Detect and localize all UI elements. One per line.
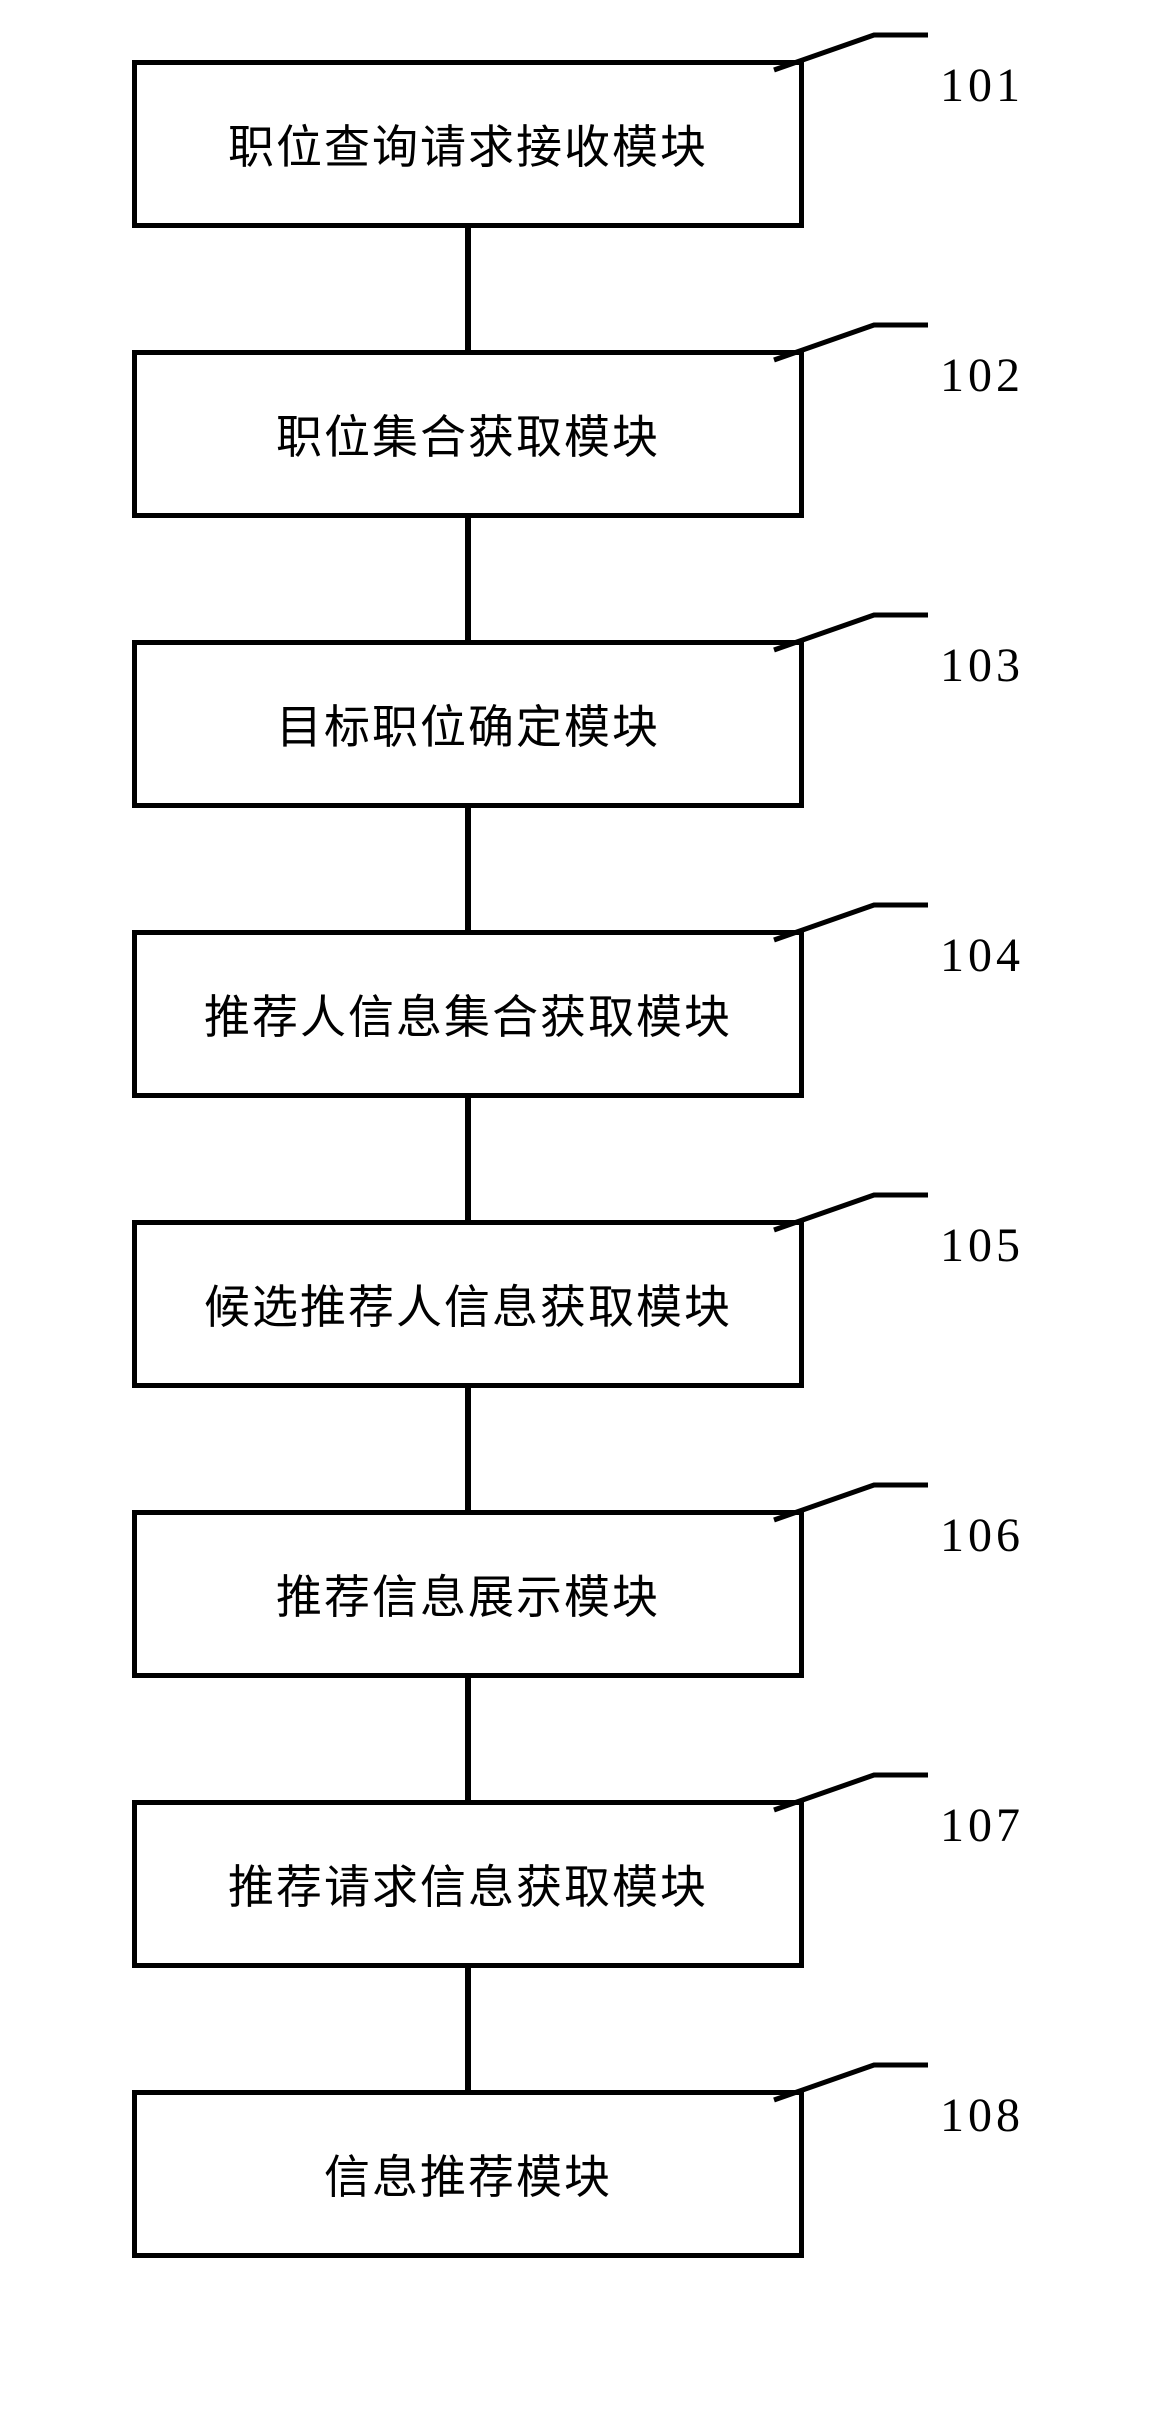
flow-node-label: 107 bbox=[940, 1798, 1024, 1853]
connector-n5-n6 bbox=[465, 1388, 471, 1510]
flow-node-n1: 职位查询请求接收模块 bbox=[132, 60, 804, 228]
leader-line bbox=[772, 1193, 930, 1232]
flow-node-n5: 候选推荐人信息获取模块 bbox=[132, 1220, 804, 1388]
flow-node-label: 106 bbox=[940, 1508, 1024, 1563]
flow-node-text: 推荐人信息集合获取模块 bbox=[204, 981, 732, 1047]
leader-line bbox=[772, 323, 930, 362]
leader-line bbox=[772, 1483, 930, 1522]
flow-node-text: 目标职位确定模块 bbox=[276, 691, 660, 757]
flow-node-label-text: 107 bbox=[940, 1798, 1024, 1853]
flow-node-label-text: 103 bbox=[940, 638, 1024, 693]
connector-n1-n2 bbox=[465, 228, 471, 350]
flow-node-text: 职位查询请求接收模块 bbox=[228, 111, 708, 177]
flow-node-n3: 目标职位确定模块 bbox=[132, 640, 804, 808]
leader-line bbox=[772, 2063, 930, 2102]
leader-line bbox=[772, 613, 930, 652]
leader-line bbox=[772, 903, 930, 942]
flow-node-n7: 推荐请求信息获取模块 bbox=[132, 1800, 804, 1968]
flow-node-text: 职位集合获取模块 bbox=[276, 401, 660, 467]
flow-node-label-text: 105 bbox=[940, 1218, 1024, 1273]
leader-line bbox=[772, 33, 930, 72]
flow-node-label-text: 102 bbox=[940, 348, 1024, 403]
flow-node-n8: 信息推荐模块 bbox=[132, 2090, 804, 2258]
flow-node-box: 推荐信息展示模块 bbox=[132, 1510, 804, 1678]
flow-node-box: 职位查询请求接收模块 bbox=[132, 60, 804, 228]
flow-node-label-text: 108 bbox=[940, 2088, 1024, 2143]
flow-node-text: 推荐信息展示模块 bbox=[276, 1561, 660, 1627]
flow-node-label-text: 106 bbox=[940, 1508, 1024, 1563]
flow-node-n2: 职位集合获取模块 bbox=[132, 350, 804, 518]
connector-n7-n8 bbox=[465, 1968, 471, 2090]
connector-n3-n4 bbox=[465, 808, 471, 930]
flow-node-n4: 推荐人信息集合获取模块 bbox=[132, 930, 804, 1098]
flow-node-label-text: 101 bbox=[940, 58, 1024, 113]
flow-node-label: 103 bbox=[940, 638, 1024, 693]
flow-node-label: 102 bbox=[940, 348, 1024, 403]
flow-node-text: 推荐请求信息获取模块 bbox=[228, 1851, 708, 1917]
flow-node-label: 101 bbox=[940, 58, 1024, 113]
leader-line bbox=[772, 1773, 930, 1812]
flow-node-label: 104 bbox=[940, 928, 1024, 983]
flow-node-box: 职位集合获取模块 bbox=[132, 350, 804, 518]
flow-node-label: 105 bbox=[940, 1218, 1024, 1273]
flow-node-n6: 推荐信息展示模块 bbox=[132, 1510, 804, 1678]
connector-n6-n7 bbox=[465, 1678, 471, 1800]
flowchart-canvas: 职位查询请求接收模块 101 职位集合获取模块 102 目标职位确定模块 103 推荐人信息… bbox=[0, 0, 1150, 2432]
flow-node-text: 信息推荐模块 bbox=[324, 2141, 612, 2207]
flow-node-box: 候选推荐人信息获取模块 bbox=[132, 1220, 804, 1388]
flow-node-box: 推荐请求信息获取模块 bbox=[132, 1800, 804, 1968]
connector-n4-n5 bbox=[465, 1098, 471, 1220]
connector-n2-n3 bbox=[465, 518, 471, 640]
flow-node-box: 目标职位确定模块 bbox=[132, 640, 804, 808]
flow-node-box: 推荐人信息集合获取模块 bbox=[132, 930, 804, 1098]
flow-node-text: 候选推荐人信息获取模块 bbox=[204, 1271, 732, 1337]
flow-node-label: 108 bbox=[940, 2088, 1024, 2143]
flow-node-label-text: 104 bbox=[940, 928, 1024, 983]
flow-node-box: 信息推荐模块 bbox=[132, 2090, 804, 2258]
